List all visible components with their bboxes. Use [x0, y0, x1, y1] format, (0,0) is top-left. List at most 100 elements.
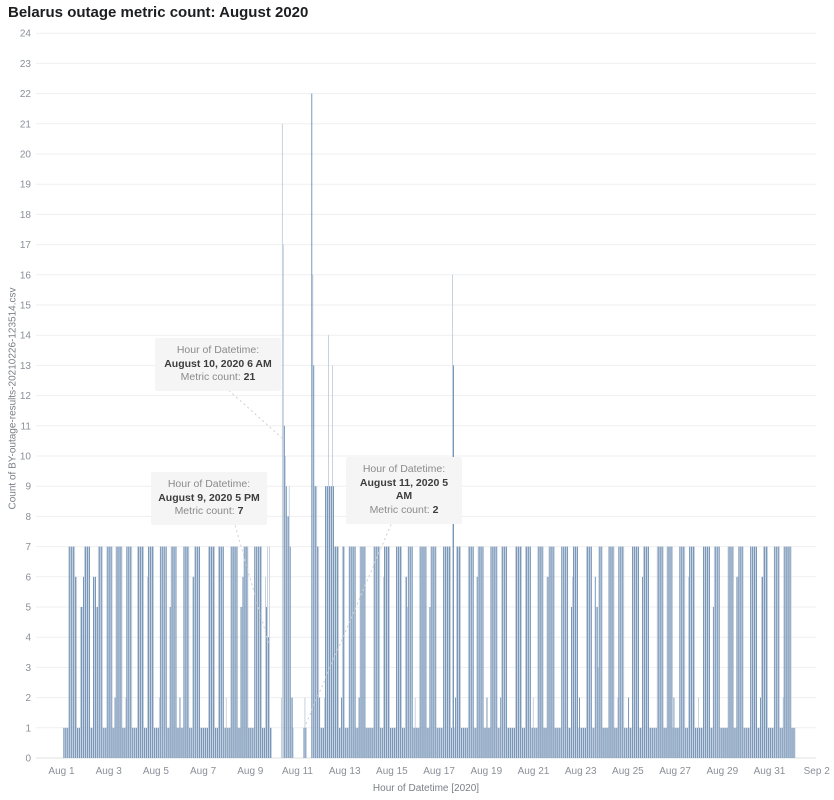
bar[interactable]	[484, 727, 486, 758]
bar[interactable]	[660, 546, 662, 758]
bar[interactable]	[168, 727, 170, 758]
bar[interactable]	[402, 727, 403, 758]
bar[interactable]	[113, 727, 115, 758]
bar[interactable]	[442, 727, 444, 758]
bar[interactable]	[772, 727, 774, 758]
bar[interactable]	[506, 546, 508, 758]
bar[interactable]	[745, 727, 747, 758]
bar[interactable]	[84, 546, 85, 758]
bar[interactable]	[713, 546, 715, 758]
bar[interactable]	[126, 546, 128, 758]
bar[interactable]	[323, 727, 324, 758]
bar[interactable]	[77, 727, 78, 758]
bar[interactable]	[200, 727, 201, 758]
bar[interactable]	[463, 727, 464, 758]
bar[interactable]	[254, 546, 256, 758]
bar[interactable]	[580, 727, 581, 758]
bar[interactable]	[355, 727, 357, 758]
bar[interactable]	[737, 576, 739, 758]
bar[interactable]	[431, 546, 433, 758]
bar[interactable]	[494, 546, 496, 758]
bar[interactable]	[638, 546, 639, 758]
bar[interactable]	[158, 697, 160, 758]
bar[interactable]	[118, 546, 120, 758]
bar[interactable]	[224, 727, 226, 758]
bar[interactable]	[397, 546, 398, 758]
bar[interactable]	[177, 727, 179, 758]
bar[interactable]	[358, 697, 360, 758]
bar[interactable]	[566, 546, 568, 758]
bar[interactable]	[412, 727, 414, 758]
bar[interactable]	[214, 546, 215, 758]
bar[interactable]	[343, 546, 345, 758]
bar[interactable]	[686, 727, 688, 758]
bar[interactable]	[255, 546, 257, 758]
bar[interactable]	[175, 546, 177, 758]
bar[interactable]	[646, 546, 647, 758]
bar[interactable]	[181, 727, 183, 758]
bar[interactable]	[570, 727, 571, 758]
bar[interactable]	[237, 727, 239, 758]
bar[interactable]	[387, 546, 388, 758]
bar[interactable]	[219, 546, 221, 758]
bar[interactable]	[498, 727, 500, 758]
bar[interactable]	[716, 546, 718, 758]
bar[interactable]	[304, 697, 306, 758]
bar[interactable]	[674, 727, 676, 758]
bar[interactable]	[468, 546, 470, 758]
bar[interactable]	[411, 546, 413, 758]
bar[interactable]	[777, 546, 779, 758]
bar[interactable]	[208, 546, 209, 758]
bar[interactable]	[425, 546, 427, 758]
bar[interactable]	[262, 727, 263, 758]
bar[interactable]	[169, 607, 171, 758]
bar[interactable]	[695, 727, 696, 758]
bar[interactable]	[455, 697, 456, 758]
bar[interactable]	[584, 727, 585, 758]
bar[interactable]	[647, 546, 648, 758]
bar[interactable]	[535, 727, 537, 758]
bar[interactable]	[241, 607, 243, 758]
bar[interactable]	[286, 516, 288, 758]
bar[interactable]	[445, 546, 447, 758]
bar[interactable]	[576, 546, 577, 758]
bar[interactable]	[657, 546, 659, 758]
bar[interactable]	[523, 727, 524, 758]
bar[interactable]	[335, 546, 336, 758]
bar[interactable]	[783, 546, 785, 758]
bar[interactable]	[337, 546, 338, 758]
bar[interactable]	[770, 727, 771, 758]
bar[interactable]	[394, 727, 395, 758]
bar[interactable]	[574, 546, 575, 758]
bar[interactable]	[541, 546, 543, 758]
bar[interactable]	[540, 546, 542, 758]
bar[interactable]	[285, 486, 287, 758]
bar[interactable]	[593, 727, 595, 758]
bar[interactable]	[743, 727, 745, 758]
bar[interactable]	[564, 546, 566, 758]
bar[interactable]	[257, 546, 259, 758]
bar[interactable]	[764, 546, 765, 758]
bar[interactable]	[709, 727, 711, 758]
bar[interactable]	[406, 607, 408, 758]
bar[interactable]	[664, 727, 666, 758]
bar[interactable]	[438, 727, 440, 758]
bar[interactable]	[706, 546, 707, 758]
bar[interactable]	[610, 546, 612, 758]
bar[interactable]	[732, 546, 734, 758]
bar[interactable]	[150, 546, 151, 758]
bar[interactable]	[142, 546, 143, 758]
bar[interactable]	[384, 546, 385, 758]
bar[interactable]	[787, 546, 789, 758]
bar[interactable]	[336, 546, 337, 758]
bar[interactable]	[240, 607, 242, 758]
bar[interactable]	[493, 546, 495, 758]
bar[interactable]	[474, 727, 476, 758]
bar[interactable]	[618, 546, 620, 758]
bar[interactable]	[206, 727, 207, 758]
bar[interactable]	[91, 727, 92, 758]
bar[interactable]	[488, 727, 490, 758]
bar[interactable]	[417, 727, 419, 758]
bar[interactable]	[766, 546, 767, 758]
bar[interactable]	[210, 546, 211, 758]
